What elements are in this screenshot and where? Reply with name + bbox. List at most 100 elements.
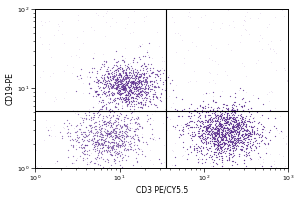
Point	[194, 147, 199, 150]
Point	[224, 108, 229, 111]
Point	[254, 126, 259, 129]
Point	[194, 146, 199, 150]
Point	[154, 80, 158, 83]
Point	[122, 26, 127, 29]
Point	[115, 76, 120, 80]
Point	[215, 142, 220, 146]
Point	[91, 145, 96, 148]
Point	[230, 140, 235, 144]
Point	[222, 125, 227, 128]
Point	[181, 129, 185, 132]
Point	[226, 130, 231, 133]
Point	[132, 130, 137, 133]
Point	[220, 160, 224, 164]
Point	[138, 105, 142, 109]
Point	[134, 74, 139, 78]
Point	[147, 87, 152, 90]
Point	[254, 61, 259, 64]
Point	[161, 122, 166, 125]
Point	[130, 115, 135, 119]
Point	[99, 147, 104, 150]
Point	[216, 143, 221, 146]
Point	[125, 96, 130, 99]
Point	[215, 132, 220, 135]
Point	[70, 143, 75, 146]
Point	[114, 79, 119, 82]
Point	[247, 110, 251, 113]
Point	[237, 131, 242, 134]
Point	[154, 103, 159, 107]
Point	[123, 124, 128, 127]
Point	[247, 139, 252, 142]
Point	[124, 81, 129, 84]
Point	[275, 129, 280, 132]
Point	[111, 97, 116, 100]
Point	[226, 23, 231, 26]
Point	[108, 91, 113, 94]
Point	[198, 124, 203, 127]
Point	[202, 14, 207, 17]
Point	[122, 82, 127, 85]
Point	[110, 77, 115, 80]
Point	[187, 126, 192, 129]
Point	[134, 81, 139, 84]
Point	[206, 111, 210, 114]
Point	[260, 47, 265, 50]
Point	[239, 119, 244, 123]
Point	[123, 134, 128, 138]
Point	[112, 99, 117, 102]
Point	[252, 145, 257, 148]
Point	[245, 128, 250, 132]
Point	[130, 81, 135, 84]
Point	[238, 138, 243, 141]
Point	[80, 81, 85, 85]
Point	[239, 119, 244, 122]
Point	[110, 93, 114, 96]
Point	[147, 55, 152, 59]
Point	[100, 73, 105, 76]
Point	[257, 133, 262, 137]
Point	[116, 118, 120, 121]
Point	[124, 79, 128, 82]
Point	[244, 151, 249, 154]
Point	[245, 120, 250, 123]
Point	[102, 123, 106, 126]
Point	[98, 130, 102, 134]
Point	[138, 88, 143, 91]
Point	[47, 19, 52, 22]
Point	[211, 108, 215, 111]
Point	[103, 79, 108, 82]
Point	[135, 92, 140, 95]
Point	[186, 114, 190, 117]
Point	[266, 141, 270, 145]
Point	[223, 122, 227, 125]
Point	[251, 141, 256, 144]
Point	[223, 69, 227, 72]
Point	[243, 126, 248, 129]
Point	[91, 146, 96, 149]
Point	[118, 163, 123, 166]
Point	[226, 117, 231, 120]
Point	[230, 118, 235, 121]
Point	[33, 165, 38, 168]
Point	[102, 59, 106, 62]
Point	[97, 148, 101, 151]
Point	[206, 124, 211, 127]
Point	[134, 94, 138, 97]
Point	[219, 130, 224, 133]
Point	[79, 116, 84, 120]
Point	[129, 76, 134, 79]
Point	[79, 151, 84, 154]
Point	[223, 133, 227, 137]
Point	[217, 130, 221, 133]
Point	[108, 146, 113, 150]
Point	[232, 108, 236, 111]
Point	[153, 91, 158, 94]
Point	[241, 117, 245, 120]
Point	[137, 101, 142, 104]
Point	[220, 133, 224, 136]
Point	[247, 137, 251, 141]
Point	[242, 18, 247, 22]
Point	[138, 75, 143, 79]
Point	[119, 81, 124, 84]
